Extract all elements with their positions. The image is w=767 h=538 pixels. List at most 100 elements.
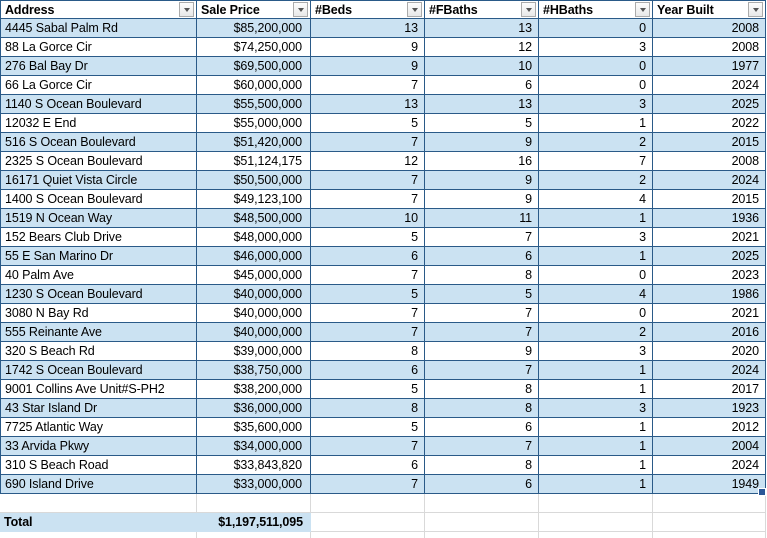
year-built-cell[interactable]: 2004 bbox=[653, 437, 766, 456]
sale-price-cell[interactable]: $74,250,000 bbox=[197, 38, 311, 57]
beds-cell[interactable]: 6 bbox=[311, 361, 425, 380]
address-cell[interactable]: 66 La Gorce Cir bbox=[1, 76, 197, 95]
sale-price-cell[interactable]: $33,843,820 bbox=[197, 456, 311, 475]
beds-cell[interactable]: 7 bbox=[311, 323, 425, 342]
hbaths-cell[interactable]: 3 bbox=[539, 38, 653, 57]
address-cell[interactable]: 33 Arvida Pkwy bbox=[1, 437, 197, 456]
sale-price-cell[interactable]: $40,000,000 bbox=[197, 304, 311, 323]
header-cell-address[interactable]: Address bbox=[1, 0, 197, 19]
address-cell[interactable]: 1519 N Ocean Way bbox=[1, 209, 197, 228]
sale-price-cell[interactable]: $36,000,000 bbox=[197, 399, 311, 418]
address-cell[interactable]: 43 Star Island Dr bbox=[1, 399, 197, 418]
hbaths-cell[interactable]: 0 bbox=[539, 76, 653, 95]
address-cell[interactable]: 4445 Sabal Palm Rd bbox=[1, 19, 197, 38]
fbaths-cell[interactable]: 12 bbox=[425, 38, 539, 57]
sale-price-cell[interactable]: $46,000,000 bbox=[197, 247, 311, 266]
year-built-cell[interactable]: 2015 bbox=[653, 133, 766, 152]
address-cell[interactable]: 1140 S Ocean Boulevard bbox=[1, 95, 197, 114]
sale-price-cell[interactable]: $85,200,000 bbox=[197, 19, 311, 38]
hbaths-cell[interactable]: 3 bbox=[539, 342, 653, 361]
sale-price-cell[interactable]: $35,600,000 bbox=[197, 418, 311, 437]
address-cell[interactable]: 555 Reinante Ave bbox=[1, 323, 197, 342]
beds-cell[interactable]: 7 bbox=[311, 190, 425, 209]
sale-price-cell[interactable]: $40,000,000 bbox=[197, 323, 311, 342]
empty-cell[interactable] bbox=[197, 532, 311, 538]
year-built-cell[interactable]: 2008 bbox=[653, 152, 766, 171]
fbaths-cell[interactable]: 13 bbox=[425, 95, 539, 114]
filter-dropdown-icon[interactable] bbox=[407, 2, 422, 17]
year-built-cell[interactable]: 2025 bbox=[653, 247, 766, 266]
empty-cell[interactable] bbox=[425, 532, 539, 538]
empty-cell[interactable] bbox=[0, 494, 197, 513]
hbaths-cell[interactable]: 1 bbox=[539, 209, 653, 228]
header-cell-hbaths[interactable]: #HBaths bbox=[539, 0, 653, 19]
hbaths-cell[interactable]: 0 bbox=[539, 57, 653, 76]
sale-price-cell[interactable]: $48,500,000 bbox=[197, 209, 311, 228]
year-built-cell[interactable]: 2024 bbox=[653, 76, 766, 95]
year-built-cell[interactable]: 2016 bbox=[653, 323, 766, 342]
fbaths-cell[interactable]: 16 bbox=[425, 152, 539, 171]
year-built-cell[interactable]: 1923 bbox=[653, 399, 766, 418]
year-built-cell[interactable]: 2023 bbox=[653, 266, 766, 285]
fbaths-cell[interactable]: 6 bbox=[425, 475, 539, 494]
year-built-cell[interactable]: 2024 bbox=[653, 171, 766, 190]
sale-price-cell[interactable]: $33,000,000 bbox=[197, 475, 311, 494]
year-built-cell[interactable]: 2025 bbox=[653, 95, 766, 114]
filter-dropdown-icon[interactable] bbox=[179, 2, 194, 17]
hbaths-cell[interactable]: 1 bbox=[539, 247, 653, 266]
sale-price-cell[interactable]: $51,420,000 bbox=[197, 133, 311, 152]
fbaths-cell[interactable]: 7 bbox=[425, 323, 539, 342]
selection-fill-handle[interactable] bbox=[758, 488, 766, 496]
fbaths-cell[interactable]: 8 bbox=[425, 380, 539, 399]
address-cell[interactable]: 1742 S Ocean Boulevard bbox=[1, 361, 197, 380]
beds-cell[interactable]: 7 bbox=[311, 171, 425, 190]
address-cell[interactable]: 7725 Atlantic Way bbox=[1, 418, 197, 437]
empty-cell[interactable] bbox=[0, 532, 197, 538]
header-cell-sale-price[interactable]: Sale Price bbox=[197, 0, 311, 19]
empty-cell[interactable] bbox=[311, 532, 425, 538]
total-value-cell[interactable]: $1,197,511,095 bbox=[197, 513, 311, 532]
beds-cell[interactable]: 7 bbox=[311, 76, 425, 95]
beds-cell[interactable]: 7 bbox=[311, 437, 425, 456]
address-cell[interactable]: 152 Bears Club Drive bbox=[1, 228, 197, 247]
empty-cell[interactable] bbox=[539, 532, 653, 538]
fbaths-cell[interactable]: 8 bbox=[425, 266, 539, 285]
sale-price-cell[interactable]: $51,124,175 bbox=[197, 152, 311, 171]
beds-cell[interactable]: 10 bbox=[311, 209, 425, 228]
beds-cell[interactable]: 6 bbox=[311, 247, 425, 266]
year-built-cell[interactable]: 2015 bbox=[653, 190, 766, 209]
empty-cell[interactable] bbox=[311, 513, 425, 532]
sale-price-cell[interactable]: $48,000,000 bbox=[197, 228, 311, 247]
empty-cell[interactable] bbox=[539, 494, 653, 513]
year-built-cell[interactable]: 1986 bbox=[653, 285, 766, 304]
fbaths-cell[interactable]: 11 bbox=[425, 209, 539, 228]
sale-price-cell[interactable]: $34,000,000 bbox=[197, 437, 311, 456]
hbaths-cell[interactable]: 7 bbox=[539, 152, 653, 171]
year-built-cell[interactable]: 2024 bbox=[653, 361, 766, 380]
header-cell-year-built[interactable]: Year Built bbox=[653, 0, 766, 19]
fbaths-cell[interactable]: 9 bbox=[425, 133, 539, 152]
hbaths-cell[interactable]: 1 bbox=[539, 361, 653, 380]
empty-cell[interactable] bbox=[653, 513, 766, 532]
hbaths-cell[interactable]: 1 bbox=[539, 380, 653, 399]
beds-cell[interactable]: 6 bbox=[311, 456, 425, 475]
fbaths-cell[interactable]: 7 bbox=[425, 304, 539, 323]
beds-cell[interactable]: 5 bbox=[311, 380, 425, 399]
hbaths-cell[interactable]: 1 bbox=[539, 475, 653, 494]
fbaths-cell[interactable]: 5 bbox=[425, 114, 539, 133]
hbaths-cell[interactable]: 3 bbox=[539, 399, 653, 418]
filter-dropdown-icon[interactable] bbox=[293, 2, 308, 17]
empty-cell[interactable] bbox=[539, 513, 653, 532]
address-cell[interactable]: 1400 S Ocean Boulevard bbox=[1, 190, 197, 209]
fbaths-cell[interactable]: 6 bbox=[425, 76, 539, 95]
fbaths-cell[interactable]: 5 bbox=[425, 285, 539, 304]
empty-cell[interactable] bbox=[425, 494, 539, 513]
address-cell[interactable]: 3080 N Bay Rd bbox=[1, 304, 197, 323]
header-cell-fbaths[interactable]: #FBaths bbox=[425, 0, 539, 19]
fbaths-cell[interactable]: 9 bbox=[425, 342, 539, 361]
address-cell[interactable]: 9001 Collins Ave Unit#S-PH2 bbox=[1, 380, 197, 399]
hbaths-cell[interactable]: 2 bbox=[539, 133, 653, 152]
filter-dropdown-icon[interactable] bbox=[748, 2, 763, 17]
fbaths-cell[interactable]: 8 bbox=[425, 399, 539, 418]
address-cell[interactable]: 690 Island Drive bbox=[1, 475, 197, 494]
